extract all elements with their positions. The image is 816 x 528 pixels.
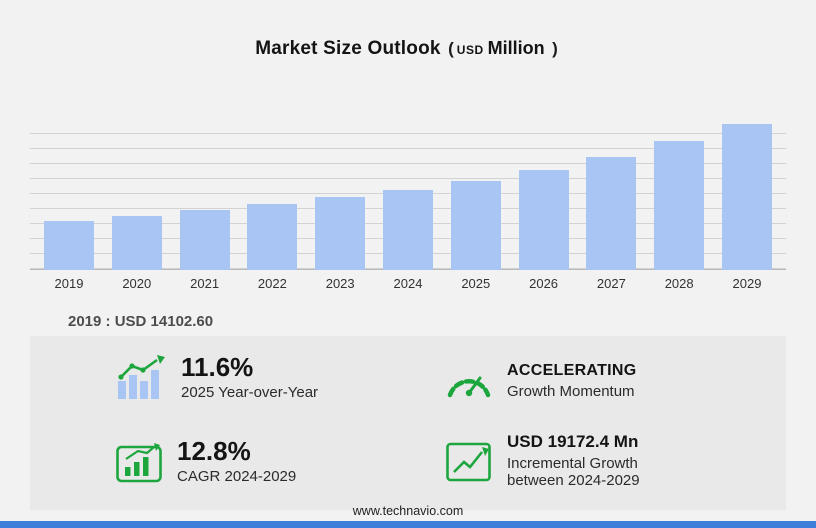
bar-2027 xyxy=(586,156,637,270)
incremental-label-line2: between 2024-2029 xyxy=(507,472,640,489)
bar-column xyxy=(315,120,366,270)
x-tick-label: 2028 xyxy=(664,276,694,291)
bar-2026 xyxy=(518,169,569,270)
x-tick-label: 2027 xyxy=(596,276,626,291)
bar-column xyxy=(586,120,637,270)
speedometer-icon xyxy=(447,376,491,398)
x-tick-label: 2025 xyxy=(461,276,491,291)
stat-cagr: 12.8% CAGR 2024-2029 xyxy=(115,436,297,486)
bar-2024 xyxy=(382,189,433,270)
x-tick-label: 2023 xyxy=(325,276,355,291)
bar-2025 xyxy=(450,180,501,270)
cagr-chart-icon xyxy=(116,442,162,482)
bar-2022 xyxy=(247,204,298,270)
bar-column xyxy=(179,120,230,270)
momentum-label: Growth Momentum xyxy=(507,383,635,400)
stat-yoy: 11.6% 2025 Year-over-Year xyxy=(115,352,319,402)
x-tick-label: 2022 xyxy=(257,276,287,291)
x-tick-label: 2020 xyxy=(122,276,152,291)
title-paren-close: ) xyxy=(552,39,558,58)
incremental-label-line1: Incremental Growth xyxy=(507,455,638,472)
bar-2023 xyxy=(315,197,366,270)
bar-chart-growth-icon xyxy=(118,354,165,399)
bar-column xyxy=(654,120,705,270)
bar-2021 xyxy=(179,210,230,270)
bar-2028 xyxy=(654,141,705,270)
baseline-value-note: 2019 : USD 14102.60 xyxy=(68,313,214,330)
bar-column xyxy=(450,120,501,270)
title-unit: Million xyxy=(487,38,545,58)
bar-chart xyxy=(30,120,786,270)
cagr-label: CAGR 2024-2029 xyxy=(177,468,297,486)
x-tick-label: 2024 xyxy=(393,276,423,291)
stats-panel: 11.6% 2025 Year-over-Year ACCELERATING G… xyxy=(30,336,786,510)
stat-momentum: ACCELERATING Growth Momentum xyxy=(445,362,637,400)
incremental-growth-arrow-icon xyxy=(446,442,491,481)
x-tick-label: 2026 xyxy=(529,276,559,291)
x-tick-label: 2029 xyxy=(732,276,762,291)
cagr-value: 12.8% xyxy=(177,436,251,466)
bar-column xyxy=(247,120,298,270)
incremental-value: USD 19172.4 Mn xyxy=(507,432,639,451)
yoy-label: 2025 Year-over-Year xyxy=(181,384,319,402)
bar-column xyxy=(518,120,569,270)
title-main: Market Size Outlook xyxy=(255,38,441,59)
bar-column xyxy=(382,120,433,270)
bar-column xyxy=(721,120,772,270)
stat-incremental: USD 19172.4 Mn Incremental Growth betwee… xyxy=(445,432,640,489)
page-title: Market Size Outlook (USD Million ) xyxy=(0,38,816,60)
bar-2029 xyxy=(721,123,772,270)
bar-2019 xyxy=(44,221,94,270)
yoy-value: 11.6% xyxy=(181,352,254,382)
x-tick-label: 2019 xyxy=(54,276,84,291)
footer-accent-bar xyxy=(0,521,816,528)
website-url: www.technavio.com xyxy=(352,504,464,518)
title-paren-open: ( xyxy=(448,39,454,58)
bar-2020 xyxy=(111,216,162,270)
x-tick-label: 2021 xyxy=(190,276,220,291)
bar-column xyxy=(44,120,94,270)
chart-plot-area xyxy=(30,120,786,270)
x-axis-labels: 2019 2020 2021 2022 2023 2024 2025 2026 2027 2028… xyxy=(30,276,786,291)
momentum-value: ACCELERATING xyxy=(507,362,637,379)
title-currency: USD xyxy=(456,43,484,57)
bar-column xyxy=(111,120,162,270)
